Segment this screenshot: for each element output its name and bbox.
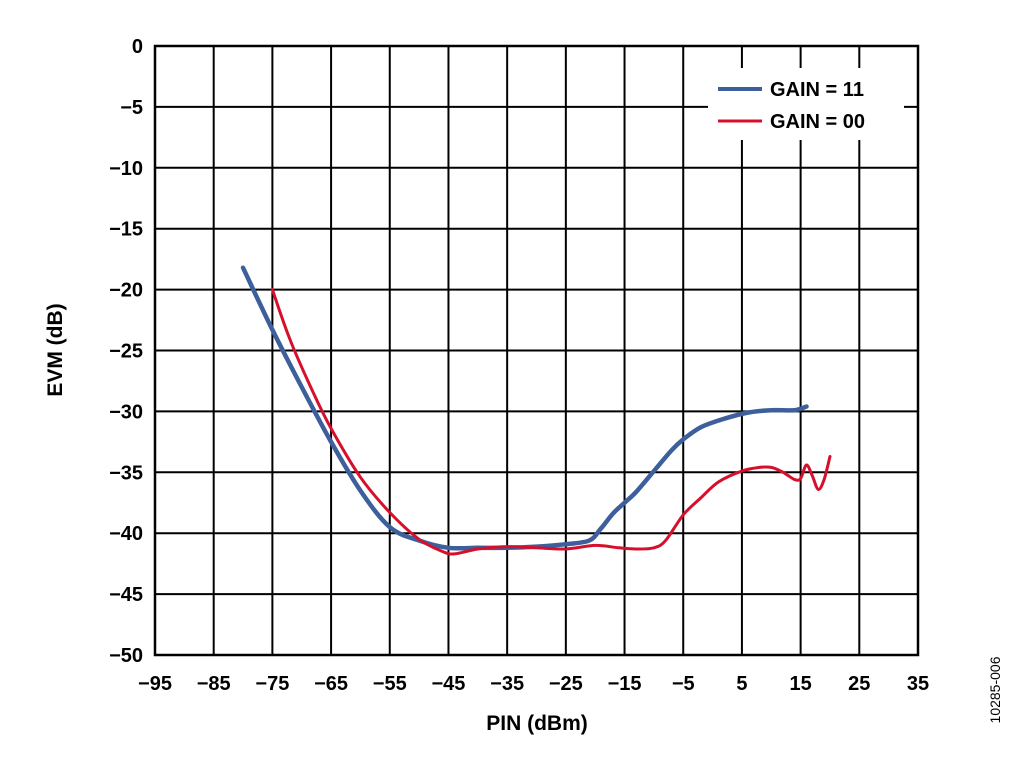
x-tick-label: −55 xyxy=(373,673,407,695)
y-tick-label: −35 xyxy=(109,462,143,484)
plot-frame xyxy=(153,44,920,657)
y-tick-label: 0 xyxy=(132,36,143,58)
x-tick-label: −75 xyxy=(255,673,289,695)
x-tick-label: −95 xyxy=(138,673,172,695)
y-axis-title: EVM (dB) xyxy=(44,303,67,396)
series-line-gain-11 xyxy=(240,265,809,551)
y-tick-label: −30 xyxy=(109,401,143,423)
legend-background xyxy=(708,68,904,140)
x-tick-label: −35 xyxy=(490,673,524,695)
x-tick-label: −25 xyxy=(549,673,583,695)
x-tick-label: −5 xyxy=(672,673,695,695)
y-tick-label: −45 xyxy=(109,584,143,606)
x-tick-label: 35 xyxy=(907,673,929,695)
x-axis-title: PIN (dBm) xyxy=(486,712,588,735)
figure-id: 10285-006 xyxy=(987,656,1003,723)
x-tick-label: 5 xyxy=(736,673,747,695)
y-tick-label: −40 xyxy=(109,523,143,545)
series-lines xyxy=(240,265,832,556)
x-tick-label: 15 xyxy=(789,673,811,695)
x-tick-label: −65 xyxy=(314,673,348,695)
y-tick-label: −5 xyxy=(120,97,143,119)
y-tick-label: −15 xyxy=(109,219,143,241)
y-tick-label: −50 xyxy=(109,645,143,667)
legend: GAIN = 11 GAIN = 00 xyxy=(708,68,904,140)
y-tick-label: −20 xyxy=(109,280,143,302)
y-tick-label: −25 xyxy=(109,341,143,363)
legend-label-gain-00: GAIN = 00 xyxy=(770,111,865,133)
legend-label-gain-11: GAIN = 11 xyxy=(770,79,864,101)
x-tick-label: −45 xyxy=(431,673,465,695)
x-tick-label: 25 xyxy=(848,673,870,695)
series-line-gain-00 xyxy=(270,288,832,556)
x-tick-labels: −95 −85 −75 −65 −55 −45 −35 −25 −15 −5 5 15 25 35 xyxy=(138,673,929,695)
y-tick-label: −10 xyxy=(109,158,143,180)
x-tick-label: −85 xyxy=(197,673,231,695)
x-tick-label: −15 xyxy=(608,673,642,695)
plot-border xyxy=(153,44,920,657)
y-tick-labels: 0 −5 −10 −15 −20 −25 −30 −35 −40 −45 −50 xyxy=(109,36,143,667)
